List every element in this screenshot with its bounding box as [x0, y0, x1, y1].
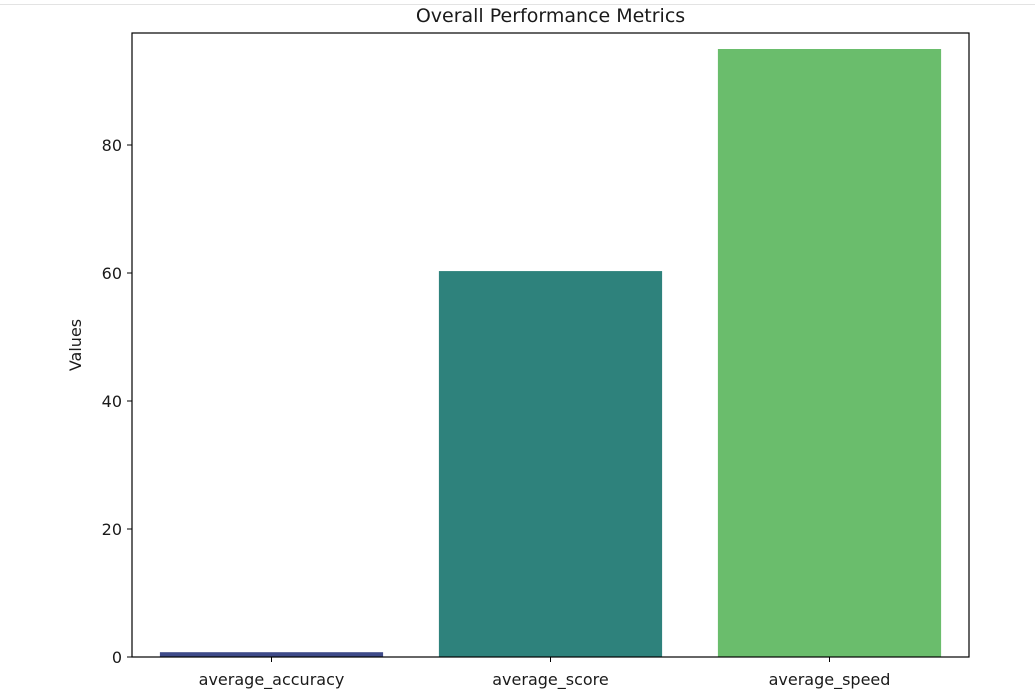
- y-tick-label: 80: [102, 136, 122, 155]
- x-tick-label: average_score: [492, 670, 609, 690]
- y-tick-label: 40: [102, 392, 122, 411]
- bar-average-score: [438, 271, 663, 657]
- bar-average-speed: [717, 49, 942, 657]
- bar-average-accuracy: [159, 652, 384, 657]
- x-tick-label: average_speed: [769, 670, 891, 690]
- chart-title: Overall Performance Metrics: [416, 5, 685, 27]
- y-tick-label: 0: [112, 648, 122, 667]
- y-axis-ticks: 0 20 40 60 80: [102, 136, 132, 667]
- bars-group: [159, 49, 942, 657]
- x-tick-label: average_accuracy: [199, 670, 345, 690]
- top-border: [0, 0, 1035, 5]
- plot-frame: [131, 32, 970, 658]
- y-axis-label: Values: [66, 319, 85, 371]
- y-tick-label: 20: [102, 520, 122, 539]
- y-tick-label: 60: [102, 264, 122, 283]
- x-axis-ticks: average_accuracy average_score average_spe…: [199, 657, 891, 690]
